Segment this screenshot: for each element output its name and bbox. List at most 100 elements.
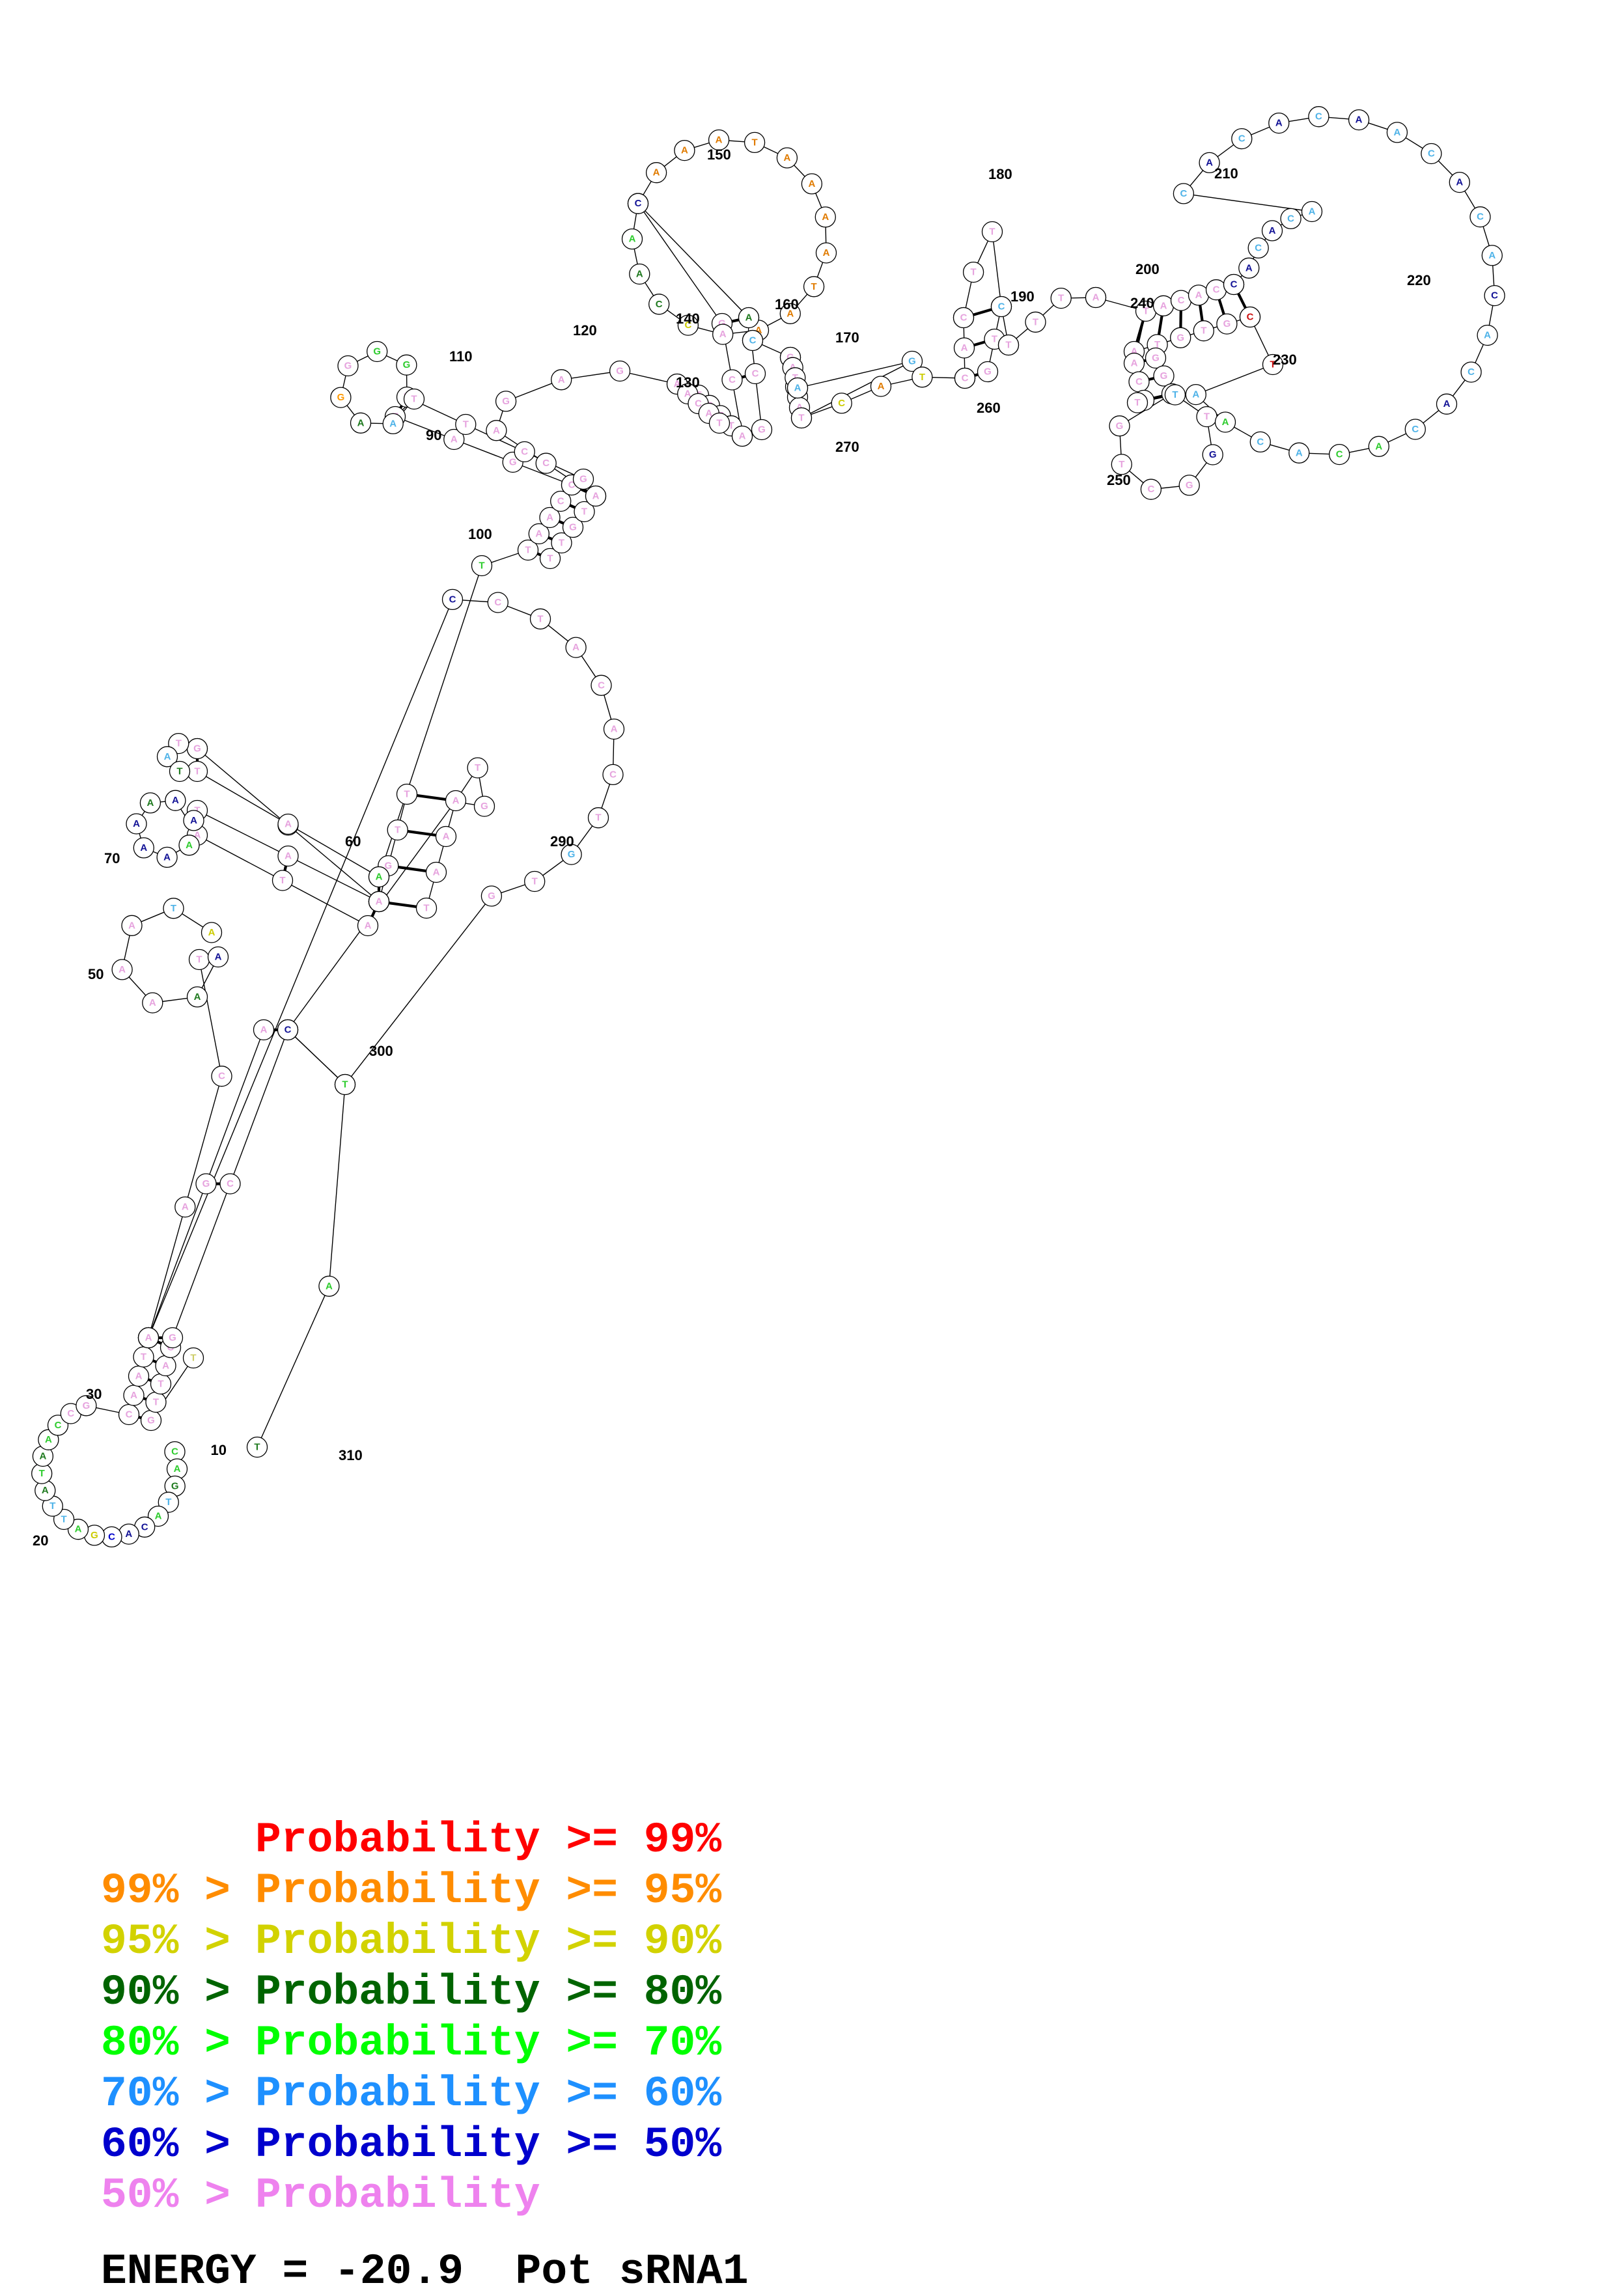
- svg-text:A: A: [451, 434, 458, 445]
- svg-text:170: 170: [835, 329, 859, 346]
- svg-text:G: G: [202, 1178, 210, 1189]
- svg-text:A: A: [535, 529, 542, 540]
- svg-text:220: 220: [1407, 272, 1431, 288]
- svg-text:A: A: [215, 952, 222, 963]
- svg-text:C: C: [609, 769, 617, 780]
- svg-text:C: C: [838, 398, 845, 409]
- svg-text:T: T: [190, 1353, 196, 1364]
- svg-text:290: 290: [550, 833, 574, 850]
- svg-text:A: A: [194, 991, 201, 1003]
- svg-text:160: 160: [775, 296, 799, 312]
- svg-text:C: C: [1180, 188, 1187, 199]
- svg-text:A: A: [1456, 177, 1463, 188]
- svg-text:60: 60: [345, 833, 361, 850]
- svg-text:A: A: [1245, 262, 1253, 273]
- svg-text:T: T: [404, 789, 410, 800]
- svg-text:A: A: [443, 831, 450, 842]
- svg-text:310: 310: [339, 1447, 363, 1463]
- svg-text:G: G: [90, 1530, 98, 1541]
- svg-text:T: T: [752, 137, 758, 148]
- svg-text:A: A: [75, 1524, 82, 1535]
- svg-text:G: G: [579, 474, 587, 485]
- svg-text:240: 240: [1130, 295, 1154, 311]
- svg-text:A: A: [822, 212, 829, 223]
- svg-text:A: A: [376, 896, 383, 907]
- svg-text:G: G: [147, 1415, 155, 1426]
- svg-text:G: G: [758, 424, 766, 436]
- svg-text:T: T: [279, 875, 285, 886]
- svg-text:90: 90: [426, 427, 441, 443]
- svg-text:C: C: [108, 1531, 115, 1542]
- svg-text:C: C: [171, 1446, 178, 1458]
- svg-text:A: A: [572, 642, 579, 653]
- svg-text:C: C: [141, 1521, 148, 1532]
- svg-text:G: G: [1209, 449, 1217, 460]
- svg-text:T: T: [1033, 316, 1038, 327]
- svg-text:A: A: [190, 815, 197, 826]
- svg-text:A: A: [208, 927, 216, 938]
- svg-text:A: A: [1443, 398, 1451, 409]
- svg-text:T: T: [176, 738, 182, 749]
- svg-text:G: G: [569, 522, 577, 533]
- svg-text:A: A: [1484, 330, 1491, 341]
- svg-text:A: A: [146, 797, 154, 809]
- svg-text:300: 300: [369, 1043, 393, 1059]
- svg-text:A: A: [1269, 225, 1276, 236]
- svg-text:260: 260: [977, 400, 1001, 416]
- svg-text:C: C: [1147, 484, 1154, 495]
- svg-text:C: C: [494, 597, 501, 608]
- svg-text:A: A: [149, 997, 156, 1008]
- svg-text:T: T: [463, 419, 469, 430]
- svg-text:140: 140: [676, 311, 700, 327]
- svg-text:T: T: [559, 538, 564, 549]
- svg-text:C: C: [960, 312, 967, 324]
- svg-text:C: C: [752, 368, 759, 380]
- svg-text:T: T: [1058, 293, 1064, 304]
- svg-text:250: 250: [1107, 472, 1131, 488]
- svg-text:A: A: [162, 1361, 169, 1372]
- svg-text:T: T: [1119, 459, 1124, 470]
- svg-text:A: A: [808, 178, 815, 189]
- svg-text:A: A: [546, 512, 553, 523]
- svg-text:A: A: [39, 1451, 46, 1462]
- svg-text:G: G: [1186, 480, 1193, 491]
- svg-text:G: G: [1176, 332, 1184, 343]
- svg-text:C: C: [67, 1408, 74, 1419]
- svg-text:A: A: [636, 269, 643, 280]
- svg-text:150: 150: [707, 146, 731, 163]
- svg-text:T: T: [475, 762, 480, 773]
- svg-text:G: G: [403, 359, 411, 370]
- svg-text:C: C: [1468, 367, 1475, 378]
- svg-text:T: T: [537, 613, 543, 624]
- svg-text:A: A: [1192, 389, 1199, 400]
- svg-text:G: G: [1160, 370, 1168, 381]
- svg-text:A: A: [130, 1390, 137, 1401]
- svg-text:A: A: [716, 135, 723, 146]
- svg-text:C: C: [1255, 242, 1262, 253]
- svg-text:C: C: [962, 373, 969, 384]
- svg-text:230: 230: [1273, 352, 1297, 368]
- svg-text:A: A: [681, 145, 688, 156]
- svg-text:A: A: [452, 795, 460, 807]
- svg-text:G: G: [1116, 421, 1124, 432]
- svg-text:T: T: [153, 1397, 159, 1408]
- svg-text:T: T: [158, 1379, 163, 1390]
- svg-text:A: A: [1356, 115, 1363, 126]
- svg-text:180: 180: [988, 166, 1012, 182]
- svg-text:G: G: [908, 356, 916, 367]
- svg-text:C: C: [1412, 424, 1419, 435]
- svg-text:A: A: [133, 818, 140, 829]
- svg-text:G: G: [373, 346, 381, 357]
- svg-text:T: T: [919, 372, 925, 383]
- svg-text:C: C: [521, 447, 528, 458]
- svg-text:G: G: [488, 891, 495, 902]
- svg-text:T: T: [811, 281, 817, 292]
- svg-text:T: T: [1204, 411, 1210, 422]
- svg-text:T: T: [171, 903, 176, 914]
- svg-text:G: G: [344, 361, 352, 372]
- svg-text:A: A: [164, 751, 171, 762]
- svg-text:C: C: [1135, 376, 1143, 387]
- svg-text:C: C: [1477, 212, 1484, 223]
- svg-text:A: A: [1160, 300, 1167, 311]
- svg-text:20: 20: [33, 1532, 48, 1549]
